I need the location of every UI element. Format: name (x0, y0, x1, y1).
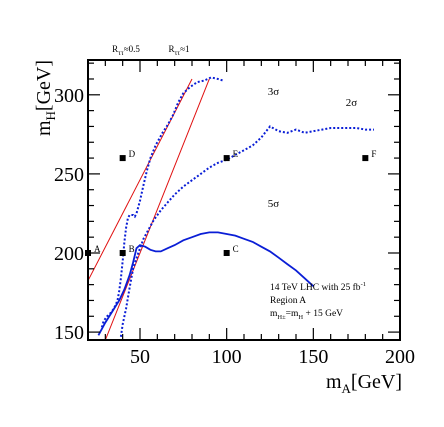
significance-curves (97, 76, 374, 337)
benchmark-marker-C (223, 249, 230, 256)
benchmark-label-E: E (233, 149, 239, 159)
benchmark-label-A: A (94, 244, 101, 254)
ratio-line (104, 78, 210, 340)
annotation-line-energy: 14 TeV LHC with 25 fb-1 (270, 281, 366, 293)
annotation-line-mass: mH±=mH + 15 GeV (270, 309, 343, 321)
x-tick-label: 200 (385, 346, 415, 368)
sigma-label: 5σ (268, 198, 280, 210)
axis-ticks: 50 100 150 200 150 200 250 300 (54, 60, 415, 368)
ratio-labels: Rττ≈0.5 Rττ≈1 (112, 44, 189, 57)
benchmark-marker-B (119, 249, 126, 256)
ratio-label: Rττ≈0.5 (112, 44, 140, 57)
benchmark-marker-D (119, 155, 126, 162)
benchmark-label-B: B (129, 244, 135, 254)
x-tick-label: 50 (130, 346, 150, 368)
sigma-label: 3σ (268, 86, 280, 98)
annotation-line-region: Region A (270, 296, 306, 306)
annotation-box: 14 TeV LHC with 25 fb-1 Region A mH±=mH + … (270, 281, 366, 321)
ratio-line (88, 78, 193, 282)
x-tick-label: 150 (298, 346, 328, 368)
sigma-labels: 2σ 3σ 5σ (268, 86, 358, 210)
y-tick-label: 250 (54, 164, 84, 186)
x-tick-label: 100 (212, 346, 242, 368)
y-tick-label: 300 (54, 85, 84, 107)
benchmark-label-D: D (129, 149, 136, 159)
benchmark-label-F: F (371, 149, 376, 159)
curve-2σ (100, 76, 224, 328)
ratio-label: Rττ≈1 (168, 44, 189, 57)
ratio-lines (88, 78, 210, 340)
sigma-label: 2σ (346, 97, 358, 109)
y-tick-label: 200 (54, 243, 84, 265)
y-axis-title: mH[GeV] (33, 60, 58, 136)
benchmark-label-C: C (233, 244, 239, 254)
benchmark-marker-E (223, 155, 230, 162)
x-axis-title: mA[GeV] (326, 371, 402, 396)
y-tick-label: 150 (54, 322, 84, 344)
benchmark-marker-F (362, 155, 369, 162)
curve-5σ (97, 231, 314, 336)
